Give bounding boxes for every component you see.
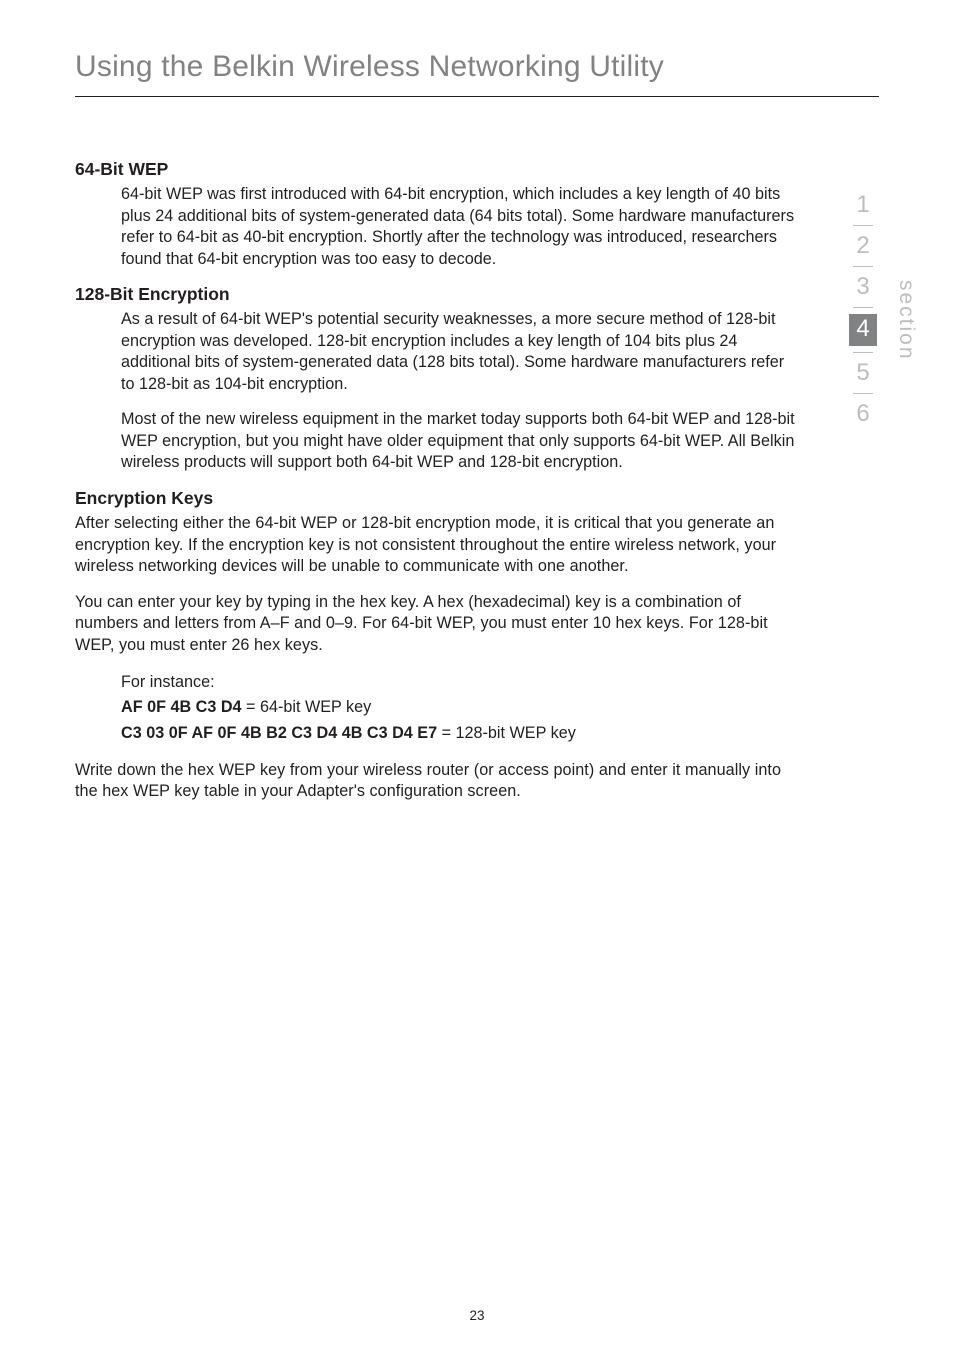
nav-item-6[interactable]: 6: [834, 394, 892, 434]
key-128-bold: C3 03 0F AF 0F 4B B2 C3 D4 4B C3 D4 E7: [121, 724, 437, 742]
paragraph-64bit-wep: 64-bit WEP was first introduced with 64-…: [75, 184, 799, 270]
heading-encryption-keys: Encryption Keys: [75, 488, 799, 509]
nav-item-5[interactable]: 5: [834, 353, 892, 393]
heading-128bit-encryption: 128-Bit Encryption: [75, 284, 799, 305]
key-64-example: AF 0F 4B C3 D4 = 64-bit WEP key: [75, 695, 799, 720]
key-128-example: C3 03 0F AF 0F 4B B2 C3 D4 4B C3 D4 E7 =…: [75, 721, 799, 746]
paragraph-keys-2: You can enter your key by typing in the …: [75, 592, 799, 657]
paragraph-128bit-1: As a result of 64-bit WEP's potential se…: [75, 309, 799, 395]
for-instance-label: For instance:: [75, 670, 799, 695]
page-title: Using the Belkin Wireless Networking Uti…: [0, 0, 954, 96]
nav-item-1[interactable]: 1: [834, 185, 892, 225]
nav-separator: [853, 307, 873, 308]
nav-item-4-active[interactable]: 4: [849, 314, 877, 346]
paragraph-keys-1: After selecting either the 64-bit WEP or…: [75, 513, 799, 578]
paragraph-keys-3: Write down the hex WEP key from your wir…: [75, 760, 799, 803]
key-64-rest: = 64-bit WEP key: [242, 698, 372, 716]
heading-64bit-wep: 64-Bit WEP: [75, 159, 799, 180]
main-content: 64-Bit WEP 64-bit WEP was first introduc…: [0, 97, 954, 803]
section-nav: 1 2 3 4 5 6: [834, 185, 892, 434]
paragraph-128bit-2: Most of the new wireless equipment in th…: [75, 409, 799, 474]
section-vertical-label: section: [894, 280, 918, 361]
key-128-rest: = 128-bit WEP key: [437, 724, 576, 742]
nav-item-2[interactable]: 2: [834, 226, 892, 266]
nav-item-3[interactable]: 3: [834, 267, 892, 307]
key-64-bold: AF 0F 4B C3 D4: [121, 698, 242, 716]
page-number: 23: [0, 1308, 954, 1323]
